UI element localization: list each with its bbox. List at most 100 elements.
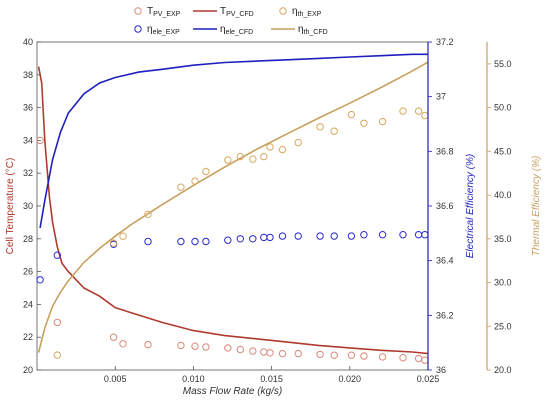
- data-point-eth_exp: [177, 183, 185, 191]
- data-point-eth_exp: [330, 127, 338, 135]
- data-point-tpv_exp: [109, 333, 118, 341]
- data-point-tpv_exp: [316, 350, 324, 359]
- data-point-eele_exp: [294, 232, 302, 240]
- plot-frame: [36, 41, 429, 371]
- data-point-eth_exp: [224, 156, 232, 164]
- data-point-eth_exp: [53, 351, 61, 359]
- data-point-eth_exp: [421, 111, 429, 120]
- series-eth_cfd: [37, 61, 429, 353]
- y-right-thermal-tick-label: 55.0: [494, 59, 512, 69]
- data-point-tpv_exp: [202, 343, 210, 351]
- legend-entry-tpv_exp: TPV_EXP: [134, 6, 181, 18]
- y-left-tick-label: 38: [23, 70, 33, 80]
- data-point-tpv_exp: [278, 349, 287, 358]
- data-point-eele_exp: [278, 232, 287, 240]
- data-point-tpv_exp: [249, 347, 257, 355]
- x-axis-title: Mass Flow Rate (kg/s): [183, 386, 282, 397]
- y-left-tick-label: 34: [23, 135, 33, 145]
- y-right-electrical-tick-label: 36.8: [436, 146, 454, 156]
- data-point-eth_exp: [236, 152, 245, 161]
- data-point-eele_exp: [360, 231, 368, 239]
- data-point-eele_exp: [177, 237, 185, 246]
- axes-layer: 0.005 0.010 0.015 0.020 0.025 20 22 24 26 28 30 32…: [23, 37, 512, 384]
- data-point-tpv_exp: [177, 341, 185, 350]
- legend-label: ηele_CFD: [220, 24, 253, 36]
- data-point-eele_exp: [191, 237, 199, 246]
- data-point-eele_exp: [347, 232, 356, 240]
- data-point-eth_exp: [347, 110, 356, 119]
- legend-label: TPV_EXP: [147, 6, 181, 18]
- legend-label: TPV_CFD: [220, 6, 254, 18]
- data-point-eth_exp: [414, 107, 423, 115]
- y-axis-right-electrical-title: Electrical Efficiency (%): [465, 154, 476, 258]
- legend-entry-eth_exp: ηth_EXP: [279, 6, 322, 18]
- data-point-tpv_exp: [144, 340, 152, 349]
- y-left-tick-label: 20: [23, 365, 33, 375]
- x-tick-label: 0.015: [260, 374, 283, 384]
- series-eele_exp: [36, 231, 429, 284]
- data-point-eele_exp: [330, 232, 338, 240]
- data-point-eele_exp: [260, 233, 268, 242]
- series-line-eth_cfd: [37, 61, 429, 353]
- data-point-eele_exp: [36, 276, 44, 284]
- data-point-tpv_exp: [53, 318, 61, 327]
- legend-entry-eele_cfd: ηele_CFD: [193, 24, 253, 36]
- data-point-eth_exp: [109, 239, 118, 247]
- data-point-tpv_exp: [294, 349, 302, 358]
- x-tick-label: 0.005: [104, 374, 127, 384]
- data-point-eele_exp: [266, 233, 274, 242]
- data-point-eele_exp: [144, 237, 152, 246]
- data-point-eth_exp: [260, 152, 268, 161]
- y-axis-left-title: Cell Temperature (°C): [5, 158, 16, 255]
- x-axis: 0.005 0.010 0.015 0.020 0.025: [104, 366, 439, 384]
- y-left-tick-label: 32: [23, 168, 33, 178]
- data-point-tpv_exp: [266, 349, 274, 357]
- y-axis-right-electrical: 36 36.2 36.4 36.6 36.8 37 37.2: [427, 37, 454, 375]
- data-point-eth_exp: [378, 117, 387, 126]
- y-axis-left: 20 22 24 26 28 30 32 34 36 38 40: [23, 37, 41, 375]
- data-point-tpv_exp: [224, 344, 232, 352]
- data-point-tpv_exp: [421, 356, 429, 364]
- data-point-eele_exp: [249, 235, 257, 243]
- legend-marker: [134, 25, 142, 33]
- legend-entry-eth_cfd: ηth_CFD: [271, 24, 328, 36]
- series-eth_exp: [53, 107, 429, 359]
- series-line-eele_cfd: [39, 53, 428, 229]
- data-point-tpv_exp: [347, 351, 356, 359]
- y-left-tick-label: 24: [23, 299, 33, 309]
- legend-entry-eele_exp: ηele_EXP: [134, 24, 180, 36]
- data-point-tpv_exp: [191, 342, 199, 350]
- y-left-tick-label: 26: [23, 267, 33, 277]
- series-tpv_cfd: [37, 66, 429, 355]
- y-left-tick-label: 30: [23, 201, 33, 211]
- y-right-thermal-tick-label: 30.0: [494, 278, 512, 288]
- y-right-electrical-tick-label: 36.4: [436, 256, 454, 266]
- data-point-tpv_exp: [360, 352, 368, 360]
- x-tick-label: 0.010: [182, 374, 205, 384]
- data-point-tpv_exp: [330, 351, 338, 359]
- legend-entry-tpv_cfd: TPV_CFD: [193, 6, 254, 18]
- series-line-tpv_cfd: [37, 66, 429, 355]
- data-point-eth_exp: [360, 119, 368, 128]
- data-point-tpv_exp: [236, 345, 245, 354]
- x-tick-label: 0.025: [417, 374, 440, 384]
- data-point-tpv_exp: [260, 348, 268, 356]
- data-point-eth_exp: [278, 145, 287, 154]
- data-point-eth_exp: [399, 107, 407, 115]
- series-eele_cfd: [39, 53, 428, 229]
- legend: TPV_EXP TPV_CFD ηth_EXP ηele_EXP ηele_CFD ηth…: [134, 6, 328, 36]
- legend-label: ηth_CFD: [298, 24, 328, 36]
- data-point-eele_exp: [236, 235, 245, 243]
- y-right-thermal-tick-label: 40.0: [494, 190, 512, 200]
- data-point-tpv_exp: [414, 354, 423, 363]
- y-axis-right-thermal-title: Thermal Efficiency (%): [531, 156, 542, 257]
- y-axis-right-thermal: 20.0 25.0 30.0 35.0 40.0 45.0 50.0 55.0: [486, 42, 512, 375]
- data-point-tpv_exp: [119, 340, 127, 348]
- y-right-thermal-tick-label: 20.0: [494, 365, 512, 375]
- y-right-thermal-tick-label: 50.0: [494, 103, 512, 113]
- y-left-tick-label: 36: [23, 103, 33, 113]
- y-right-thermal-tick-label: 25.0: [494, 321, 512, 331]
- data-point-eth_exp: [294, 138, 302, 147]
- data-point-eele_exp: [421, 231, 429, 239]
- series-tpv_exp: [36, 136, 429, 364]
